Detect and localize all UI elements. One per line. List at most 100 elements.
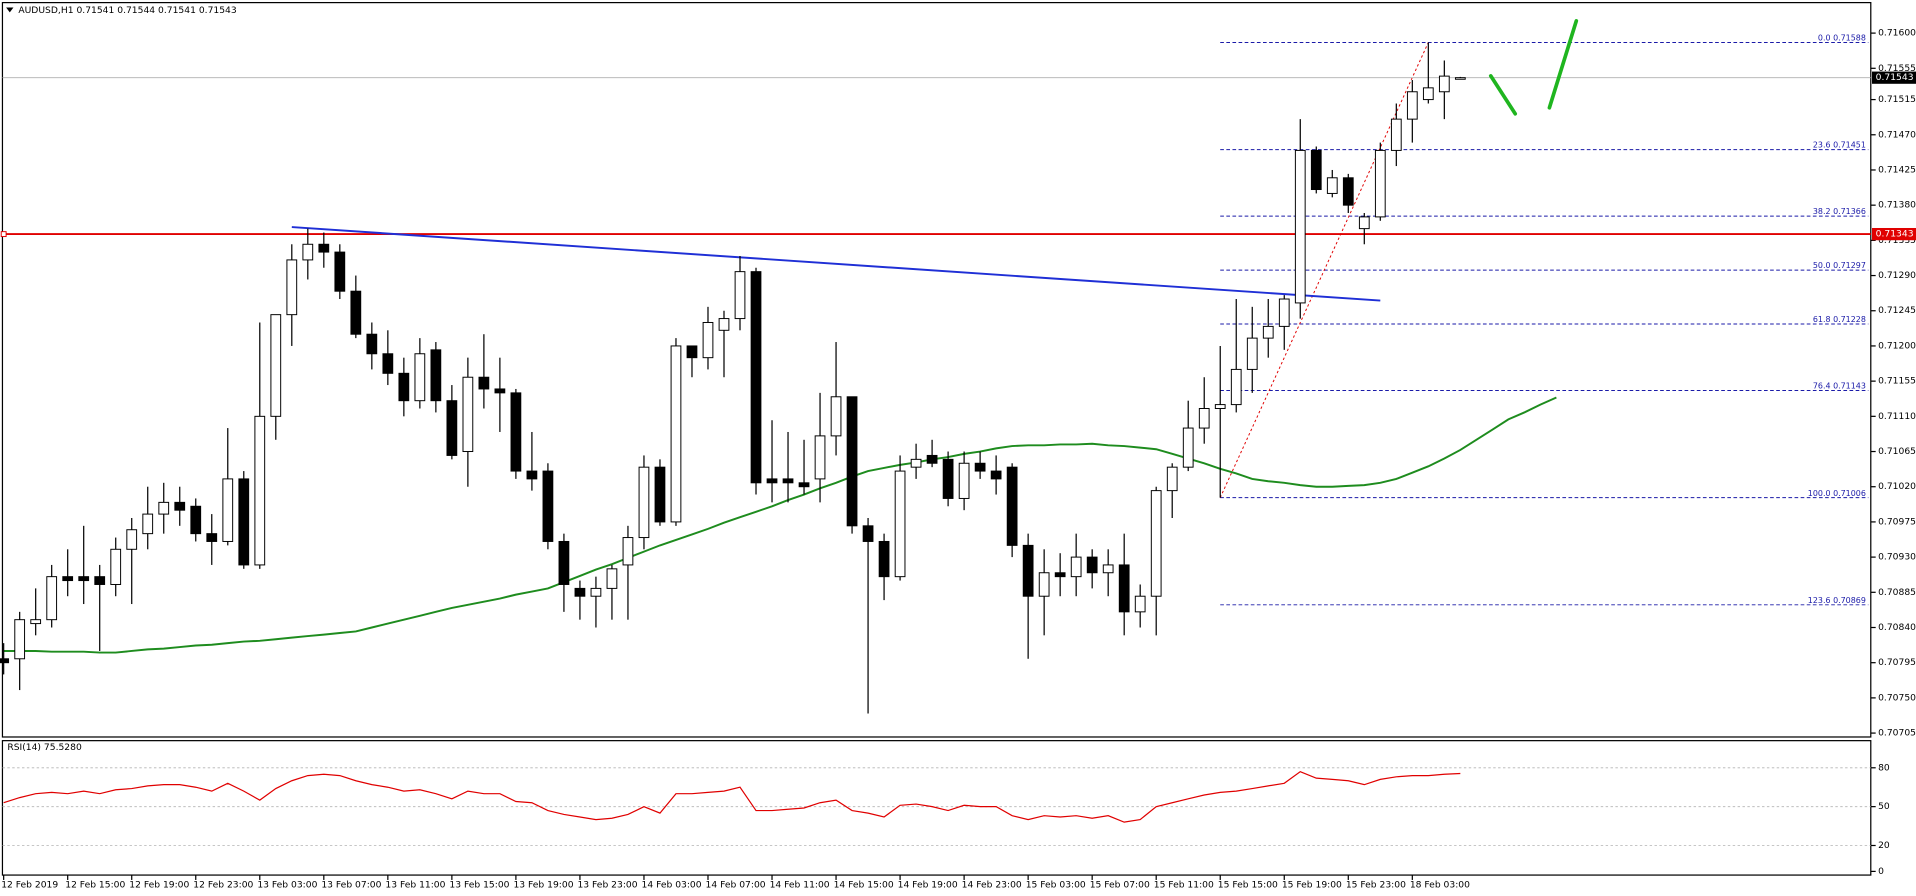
y-tick-label: 0.71470 (1878, 129, 1916, 140)
fib-price: 0.71451 (1833, 140, 1866, 149)
candle-body (1326, 177, 1338, 194)
candle-body (1038, 572, 1050, 597)
candle-body (830, 396, 842, 437)
fib-price: 0.71143 (1833, 381, 1866, 390)
y-tick-label: 0.70840 (1878, 622, 1916, 633)
candle-body (366, 333, 378, 355)
fib-label: 123.6 0.70869 (1808, 595, 1866, 604)
fib-label: 50.0 0.71297 (1813, 261, 1866, 270)
ohlc-open: 0.71541 (76, 4, 114, 15)
y-tick-label: 0.70975 (1878, 516, 1916, 527)
x-tick-label: 13 Feb 23:00 (577, 879, 637, 890)
ohlc-close: 0.71543 (199, 4, 237, 15)
candle-body (1454, 77, 1466, 80)
candle-body (414, 353, 426, 402)
candle-body (910, 458, 922, 468)
candle-body (846, 396, 858, 527)
fib-price: 0.70869 (1833, 595, 1866, 604)
fib-price: 0.71588 (1833, 33, 1866, 42)
y-tick-label: 80 (1878, 762, 1890, 773)
fib-label: 61.8 0.71228 (1813, 315, 1866, 324)
candle-body (1214, 404, 1226, 409)
candle-body (334, 251, 346, 292)
candle-body (862, 525, 874, 542)
candle-body (254, 415, 266, 566)
candle-body (574, 587, 586, 597)
level-handle (0, 231, 7, 238)
candle-body (894, 470, 906, 578)
fib-price: 0.71366 (1833, 207, 1866, 216)
fib-label: 23.6 0.71451 (1813, 140, 1866, 149)
candle-body (110, 548, 122, 585)
rsi-line (3, 770, 1461, 823)
x-tick-label: 12 Feb 2019 (1, 879, 58, 890)
x-tick-label: 13 Feb 03:00 (257, 879, 317, 890)
x-tick-label: 12 Feb 15:00 (65, 879, 125, 890)
ohlc-high: 0.71544 (117, 4, 155, 15)
candle-body (606, 568, 618, 589)
candle-body (542, 470, 554, 542)
y-tick-label: 50 (1878, 801, 1890, 812)
fib-price: 0.71228 (1833, 315, 1866, 324)
fib-ratio: 100.0 (1808, 488, 1831, 497)
fib-ratio: 38.2 (1813, 207, 1831, 216)
candle-body (510, 392, 522, 472)
candle-body (1406, 91, 1418, 120)
y-tick-label: 0.71155 (1878, 376, 1916, 387)
x-tick-label: 12 Feb 19:00 (129, 879, 189, 890)
fib-label: 76.4 0.71143 (1813, 381, 1866, 390)
x-tick-label: 14 Feb 11:00 (770, 879, 830, 890)
candle-body (0, 658, 10, 664)
candle-body (430, 349, 442, 402)
level-box (1872, 227, 1916, 241)
ohlc-low: 0.71541 (158, 4, 196, 15)
candle-body (446, 400, 458, 456)
candle-body (350, 290, 362, 335)
candle-body (494, 388, 506, 394)
candle-body (766, 478, 778, 484)
x-tick-label: 14 Feb 03:00 (642, 879, 702, 890)
candle-body (974, 462, 986, 472)
y-tick-label: 0.71065 (1878, 446, 1916, 457)
candle-body (958, 462, 970, 499)
candle-body (1070, 556, 1082, 578)
candle-body (1182, 427, 1194, 468)
candle-body (286, 259, 298, 316)
x-tick-label: 14 Feb 15:00 (834, 879, 894, 890)
candle-body (590, 587, 602, 597)
candle-body (750, 271, 762, 484)
rsi-panel (1, 740, 1872, 876)
y-tick-label: 0.70885 (1878, 587, 1916, 598)
rsi-name: RSI(14) (7, 741, 41, 752)
x-tick-label: 15 Feb 11:00 (1154, 879, 1214, 890)
fib-price: 0.71006 (1833, 488, 1866, 497)
candle-body (62, 576, 74, 582)
candle-body (382, 353, 394, 374)
candle-body (174, 501, 186, 511)
candle-body (1422, 87, 1434, 101)
fib-ratio: 61.8 (1813, 315, 1831, 324)
candle-body (14, 619, 26, 660)
candle-body (1166, 466, 1178, 492)
candle-body (1086, 556, 1098, 574)
candle-body (1262, 325, 1274, 339)
x-tick-label: 13 Feb 11:00 (385, 879, 445, 890)
candle-body (318, 243, 330, 253)
rsi-last: 75.5280 (44, 741, 82, 752)
x-tick-label: 13 Feb 19:00 (513, 879, 573, 890)
y-tick-label: 0.71425 (1878, 164, 1916, 175)
candle-body (1390, 118, 1402, 151)
fib-ratio: 76.4 (1813, 381, 1831, 390)
candle-body (1102, 564, 1114, 574)
y-tick-label: 0.71290 (1878, 270, 1916, 281)
candle-body (46, 576, 58, 621)
level-box-label: 0.71343 (1876, 229, 1914, 240)
y-tick-label: 0 (1878, 866, 1884, 877)
fib-anchor (1219, 42, 1429, 498)
fib-price: 0.71297 (1833, 261, 1866, 270)
y-tick-label: 0.71555 (1878, 63, 1916, 74)
moving-average (3, 396, 1557, 654)
y-tick-label: 0.71335 (1878, 235, 1916, 246)
candle-body (1246, 337, 1258, 370)
